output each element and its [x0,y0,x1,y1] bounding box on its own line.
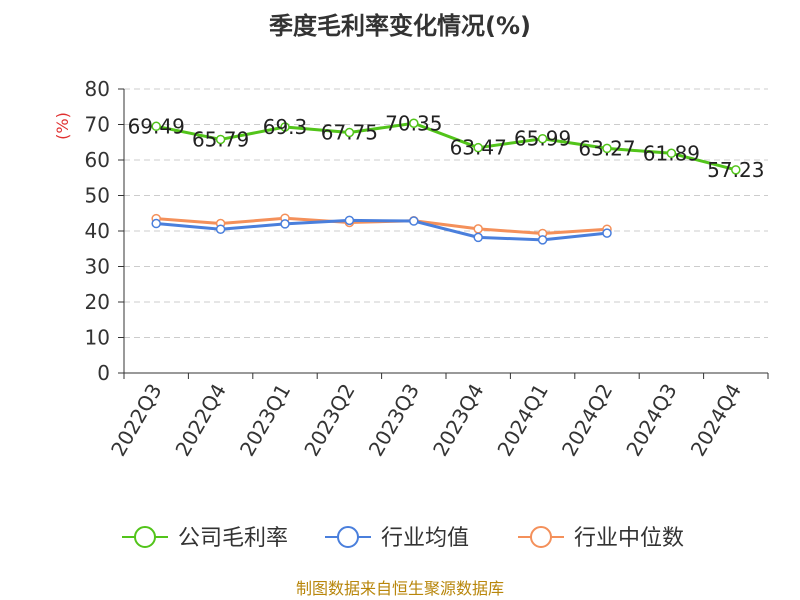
y-tick-label: 0 [97,361,110,385]
y-axis-unit: (%) [53,112,72,140]
data-label: 70.35 [385,111,442,135]
axes [118,88,769,379]
x-tick-label: 2024Q4 [686,380,746,461]
data-point [602,228,612,238]
x-tick-label: 2024Q1 [492,380,552,461]
series-line [156,218,608,242]
data-label: 63.27 [578,136,635,160]
data-point [666,148,677,159]
data-point [602,143,612,154]
data-point [151,121,161,132]
data-label: 57.23 [707,158,764,182]
y-tick-label: 80 [85,77,110,101]
x-tick-label: 2023Q3 [364,380,424,461]
data-label: 65.99 [514,127,571,151]
data-label: 61.89 [643,141,700,165]
grid-lines [124,88,768,338]
legend: 公司毛利率 行业均值 行业中位数 [122,526,684,551]
y-tick-label: 30 [85,255,110,279]
data-label: 63.47 [450,136,507,160]
legend-marker [134,526,156,548]
data-point [537,133,548,144]
legend-label: 公司毛利率 [178,526,288,551]
data-point [473,224,483,234]
chart-title: 季度毛利率变化情况(%) [269,12,531,40]
source-note: 制图数据来自恒生聚源数据库 [296,579,504,598]
x-tick-label: 2024Q3 [621,380,681,461]
data-label: 69.3 [263,115,308,139]
y-tick-label: 20 [85,290,110,314]
series-group [151,118,741,245]
data-point [473,142,483,153]
legend-label: 行业中位数 [574,526,684,551]
data-point [473,232,483,243]
x-tick-label: 2023Q1 [235,380,295,461]
x-tick-label: 2022Q4 [170,380,230,461]
data-point [215,134,226,145]
y-tick-label: 70 [85,113,110,137]
series-line [155,121,737,172]
x-tick-label: 2022Q3 [106,380,166,461]
y-tick-label: 10 [85,326,110,350]
data-point [344,127,355,138]
y-tick-label: 50 [85,184,110,208]
legend-marker [530,526,552,548]
y-tick-label: 60 [85,148,110,172]
y-tick-labels: 0 10 20 30 40 50 60 70 80 [85,77,110,385]
x-tick-label: 2024Q2 [557,380,617,461]
data-label: 69.49 [128,114,185,138]
data-labels: 69.49 65.79 69.3 67.75 70.35 63.47 65.99 63.27 6… [128,111,765,182]
legend-label: 行业均值 [381,526,469,551]
x-tick-labels: 2022Q3 2022Q4 2023Q1 2023Q2 2023Q3 2023Q4 2024… [106,380,746,461]
data-point [280,219,290,229]
data-point [537,235,548,245]
data-point [409,118,419,129]
data-point [409,216,419,226]
y-tick-label: 40 [85,219,110,243]
data-point [344,215,355,226]
data-point [215,224,226,234]
x-tick-label: 2023Q2 [299,380,359,461]
data-point [731,165,741,175]
data-point [151,218,161,229]
x-tick-label: 2023Q4 [428,380,488,461]
data-label: 67.75 [321,120,378,144]
data-label: 65.79 [192,127,249,151]
legend-marker [337,526,359,548]
data-point [280,122,290,132]
